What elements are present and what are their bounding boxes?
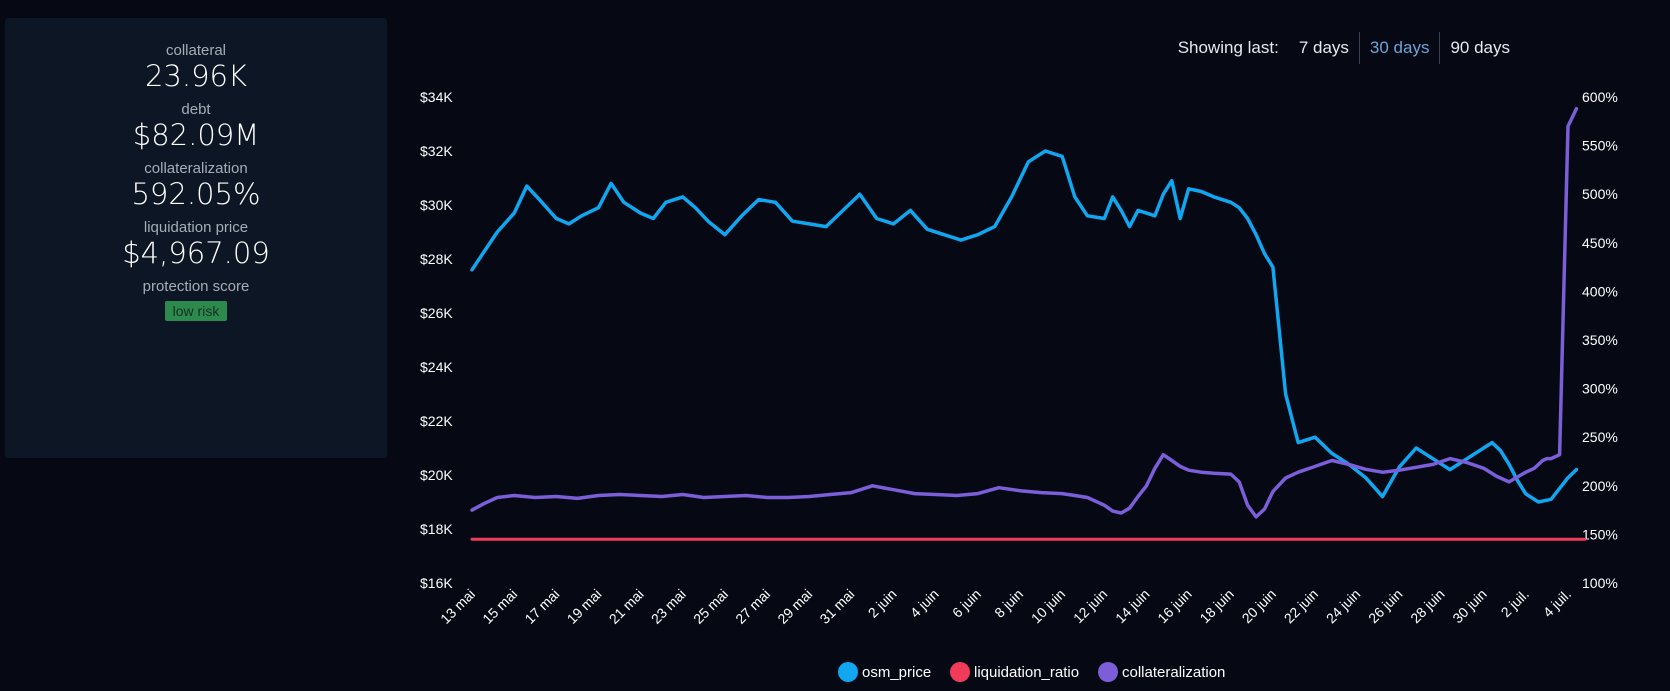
y-right-tick-label: 600%: [1582, 89, 1618, 105]
debt-label: debt: [181, 101, 211, 118]
x-tick-label: 4 juin: [907, 586, 942, 621]
collateral-label: collateral: [165, 42, 227, 59]
series-line-collateralization: [470, 106, 1579, 519]
x-tick-label: 2 juin: [865, 586, 900, 621]
y-left-tick-label: $32K: [420, 143, 453, 159]
x-tick-label: 4 juil.: [1540, 586, 1574, 620]
y-right-tick-label: 500%: [1582, 186, 1618, 202]
stats-panel: collateral 23.96K debt $82.09M collatera…: [5, 18, 387, 458]
chart-legend: osm_price liquidation_ratio collateralizat…: [838, 662, 1225, 682]
y-right-tick-label: 150%: [1582, 526, 1618, 542]
collateralization-label: collateralization: [144, 160, 248, 177]
series-layer: [470, 106, 1587, 541]
x-tick-label: 30 juin: [1449, 586, 1489, 626]
x-tick-label: 10 juin: [1028, 586, 1068, 626]
y-left-tick-label: $34K: [420, 89, 453, 105]
x-tick-label: 18 juin: [1196, 586, 1236, 626]
collateral-value: 23.96K: [144, 59, 248, 93]
x-axis: 13 mai 15 mai 17 mai 19 mai 21 mai 23 mai 25 m…: [437, 586, 1574, 627]
y-right-tick-label: 100%: [1582, 575, 1618, 591]
x-tick-label: 16 juin: [1154, 586, 1194, 626]
legend-marker-collateralization[interactable]: [1098, 662, 1118, 682]
x-tick-label: 20 juin: [1239, 586, 1279, 626]
y-left-tick-label: $20K: [420, 467, 453, 483]
x-tick-label: 23 mai: [648, 586, 689, 627]
x-tick-label: 13 mai: [437, 586, 478, 627]
y-right-tick-label: 300%: [1582, 381, 1618, 397]
x-tick-label: 21 mai: [606, 586, 647, 627]
range-30-days-button[interactable]: 30 days: [1358, 32, 1440, 64]
y-left-tick-label: $28K: [420, 251, 453, 267]
legend-marker-osm-price[interactable]: [838, 662, 858, 682]
x-tick-label: 19 mai: [564, 586, 605, 627]
range-label: Showing last:: [1177, 38, 1279, 57]
protection-score-label: protection score: [142, 278, 250, 295]
risk-badge: low risk: [164, 301, 228, 321]
y-left-axis: $16K $18K $20K $22K $24K $26K $28K $30K $32K $34K: [420, 89, 453, 591]
y-right-axis: 100% 150% 200% 250% 300% 350% 400% 450% 500% 550%…: [1582, 89, 1618, 591]
legend-label-collateralization[interactable]: collateralization: [1122, 664, 1225, 681]
y-left-tick-label: $24K: [420, 359, 453, 375]
legend-label-osm-price[interactable]: osm_price: [862, 664, 931, 681]
debt-value: $82.09M: [132, 118, 260, 152]
y-left-tick-label: $16K: [420, 575, 453, 591]
x-tick-label: 12 juin: [1070, 586, 1110, 626]
x-tick-label: 28 juin: [1407, 586, 1447, 626]
y-right-tick-label: 400%: [1582, 283, 1618, 299]
y-right-tick-label: 250%: [1582, 429, 1618, 445]
y-left-tick-label: $30K: [420, 197, 453, 213]
x-tick-label: 6 juin: [949, 586, 984, 621]
x-tick-label: 14 juin: [1112, 586, 1152, 626]
y-right-tick-label: 350%: [1582, 332, 1618, 348]
x-tick-label: 29 mai: [774, 586, 815, 627]
series-line-osm-price: [470, 149, 1579, 504]
x-tick-label: 22 juin: [1281, 586, 1321, 626]
x-tick-label: 2 juil.: [1498, 586, 1532, 620]
y-right-tick-label: 450%: [1582, 235, 1618, 251]
legend-label-liquidation-ratio[interactable]: liquidation_ratio: [974, 664, 1079, 681]
y-right-tick-label: 550%: [1582, 138, 1618, 154]
liquidation-price-value: $4,967.09: [122, 236, 270, 270]
y-right-tick-label: 200%: [1582, 478, 1618, 494]
x-tick-label: 31 mai: [816, 586, 857, 627]
legend-marker-liquidation-ratio[interactable]: [950, 662, 970, 682]
time-range-selector: Showing last: 7 days 30 days 90 days: [1178, 28, 1520, 68]
x-tick-label: 24 juin: [1323, 586, 1363, 626]
x-tick-label: 27 mai: [732, 586, 773, 627]
y-left-tick-label: $18K: [420, 521, 453, 537]
range-90-days-button[interactable]: 90 days: [1439, 32, 1520, 64]
x-tick-label: 8 juin: [991, 586, 1026, 621]
x-tick-label: 17 mai: [521, 586, 562, 627]
x-tick-label: 26 juin: [1365, 586, 1405, 626]
range-7-days-button[interactable]: 7 days: [1298, 38, 1349, 57]
y-left-tick-label: $22K: [420, 413, 453, 429]
collateralization-value: 592.05%: [131, 177, 261, 211]
liquidation-price-label: liquidation price: [143, 219, 249, 236]
x-tick-label: 15 mai: [479, 586, 520, 627]
y-left-tick-label: $26K: [420, 305, 453, 321]
x-tick-label: 25 mai: [690, 586, 731, 627]
